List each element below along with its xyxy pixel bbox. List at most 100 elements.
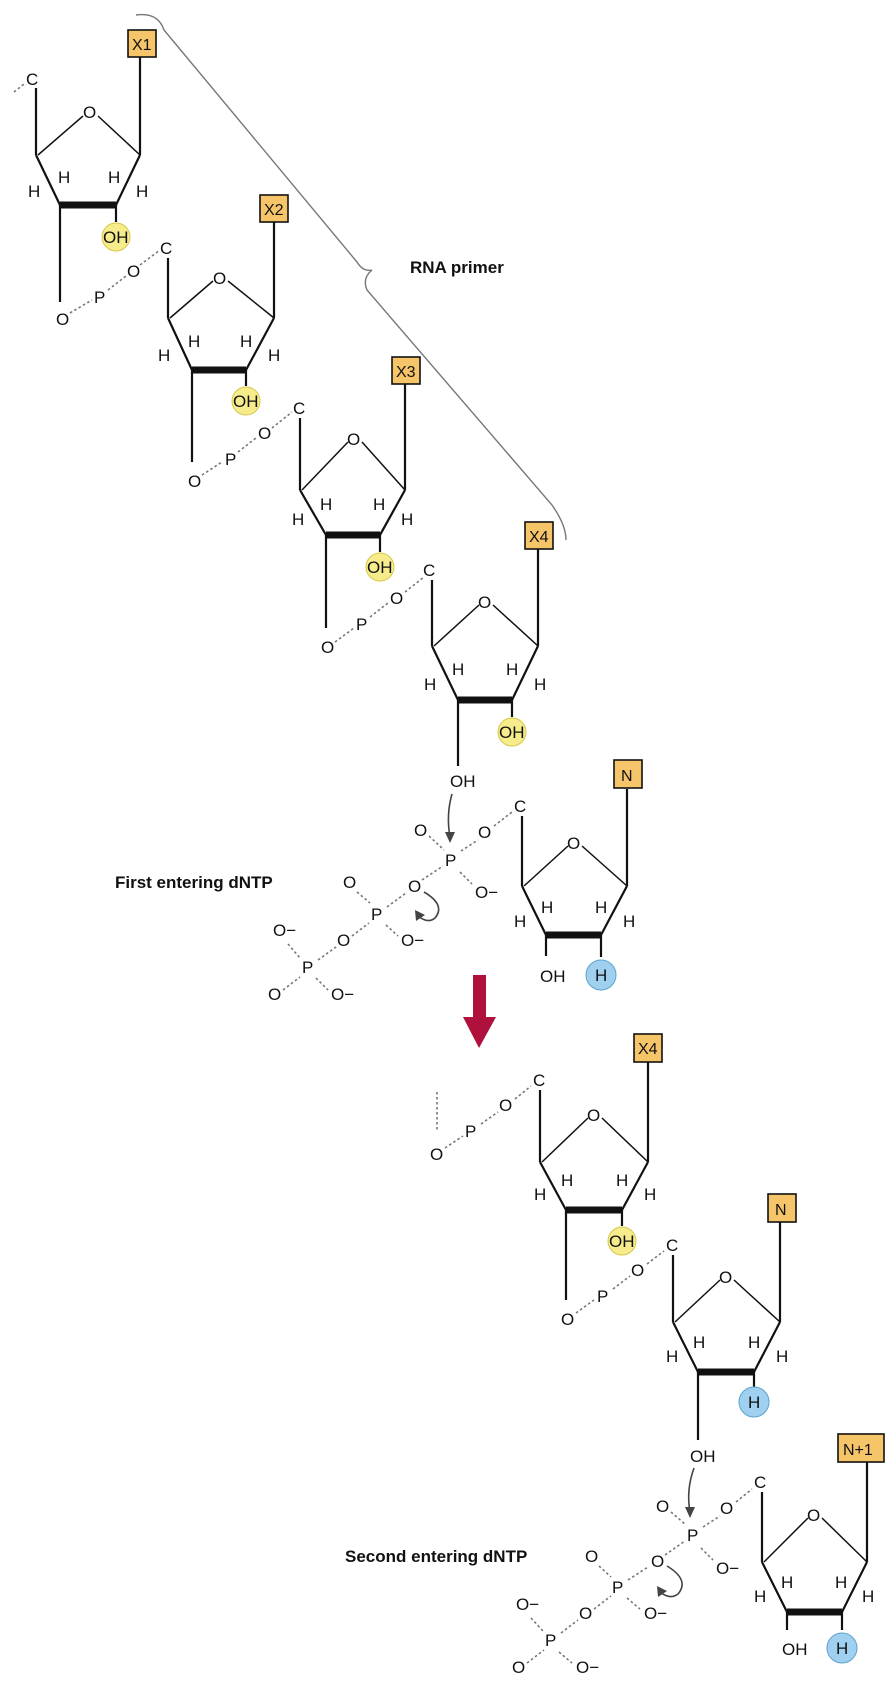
oxygen: O	[321, 638, 334, 657]
base-x1-label: X1	[132, 37, 152, 54]
hydrogen: H	[781, 1573, 793, 1592]
o-minus: O−	[475, 883, 498, 902]
reaction-arrow-head	[463, 1017, 496, 1048]
ring-bond	[361, 441, 406, 491]
oxygen: O	[651, 1552, 664, 1571]
product-nucleotide-n: C O H H H H H OH N	[666, 1193, 797, 1466]
backbone-dots	[139, 249, 161, 266]
base-x4-box	[524, 521, 554, 550]
reaction-arrow-shaft	[473, 975, 486, 1019]
ring-bond	[581, 845, 628, 887]
ring-oxygen: O	[719, 1268, 732, 1287]
oxygen: O	[408, 877, 421, 896]
base-x4-product-label: X4	[638, 1041, 658, 1058]
phosphorus: P	[465, 1122, 476, 1141]
ring-bond	[433, 604, 480, 647]
hydrogen: H	[158, 346, 170, 365]
backbone-dots	[480, 1111, 499, 1125]
backbone-dots	[514, 1085, 532, 1100]
ribose-2-oh: OH	[233, 392, 259, 411]
ring-oxygen: O	[347, 430, 360, 449]
ring-bond	[37, 115, 84, 156]
ring-oxygen: O	[478, 593, 491, 612]
backbone-dots	[404, 576, 425, 593]
backbone-dots	[315, 977, 329, 991]
ribose-2-oh-highlight	[101, 222, 131, 252]
ring-bond	[672, 1321, 699, 1373]
phosphorus: P	[687, 1526, 698, 1545]
double-bond-dots	[526, 1649, 545, 1664]
hydrogen: H	[58, 168, 70, 187]
ring-bond	[733, 1279, 781, 1323]
attack-arrowhead	[685, 1507, 695, 1518]
c5-carbon: C	[514, 797, 526, 816]
ribose-2-oh-highlight	[365, 552, 395, 582]
ring-bond	[541, 1117, 589, 1163]
oxygen: O	[512, 1658, 525, 1677]
hydrogen: H	[320, 495, 332, 514]
ribose-2-oh-highlight	[497, 717, 527, 747]
ribose-2-oh: OH	[499, 723, 525, 742]
backbone-dots	[626, 1597, 641, 1610]
hydrogen: H	[268, 346, 280, 365]
phosphorus: P	[597, 1287, 608, 1306]
backbone-dots	[351, 922, 370, 937]
leaving-arrowhead	[657, 1586, 667, 1597]
three-prime-oh: OH	[782, 1640, 808, 1659]
o-minus: O−	[331, 985, 354, 1004]
backbone-dots	[612, 1275, 631, 1290]
hydrogen: H	[136, 182, 148, 201]
second-dntp-label: Second entering dNTP	[345, 1547, 527, 1566]
hydrogen: H	[424, 675, 436, 694]
backbone-dots	[421, 865, 444, 881]
base-n1-box	[837, 1433, 885, 1463]
backbone-dots	[386, 892, 407, 908]
o-minus: O−	[401, 931, 424, 950]
reaction-arrow	[463, 975, 496, 1048]
double-bond-dots	[356, 891, 371, 904]
three-prime-oh: OH	[690, 1447, 716, 1466]
nucleotide-x3: C O H H H H OH O P O X3	[292, 356, 425, 657]
c5-carbon: C	[533, 1071, 545, 1090]
backbone-dots	[700, 1547, 714, 1561]
oxygen: O	[579, 1604, 592, 1623]
ring-bond	[167, 317, 193, 371]
oxygen: O	[268, 985, 281, 1004]
phosphorus: P	[302, 958, 313, 977]
ring-bond	[115, 154, 141, 206]
hydrogen: H	[666, 1347, 678, 1366]
product-nucleotide-x4: O P O C O H H H H OH O P O X4	[430, 1033, 665, 1329]
hydrogen: H	[108, 168, 120, 187]
backbone-dots	[702, 1515, 721, 1528]
double-bond-dots	[428, 835, 445, 851]
oxygen: O	[343, 873, 356, 892]
first-entering-dntp: First entering dNTP O P O O− O O P O− O …	[115, 759, 643, 1004]
ring-bond	[674, 1279, 721, 1323]
base-x3-label: X3	[396, 364, 416, 381]
o-minus: O−	[516, 1595, 539, 1614]
nucleotide-x4: C O H H H H OH OH X4	[423, 521, 554, 791]
c5-carbon: C	[160, 239, 172, 258]
phosphorus: P	[445, 851, 456, 870]
backbone-dots	[459, 871, 473, 885]
ring-bond	[600, 885, 628, 936]
deoxy-h-highlight	[585, 959, 617, 991]
hydrogen: H	[748, 1333, 760, 1352]
first-dntp-label: First entering dNTP	[115, 873, 273, 892]
ring-bond	[245, 317, 275, 371]
deoxy-h-highlight	[738, 1386, 770, 1418]
leaving-arrow	[659, 1565, 683, 1598]
hydrogen: H	[835, 1573, 847, 1592]
backbone-dots	[444, 1135, 464, 1149]
backbone-dots	[558, 1651, 573, 1664]
base-x3-box	[391, 356, 421, 385]
ring-bond	[299, 489, 327, 536]
backbone-dots	[369, 602, 389, 618]
c5-carbon: C	[26, 70, 38, 89]
deoxy-h-highlight	[826, 1632, 858, 1664]
ring-bond	[621, 1161, 649, 1211]
c5-carbon: C	[423, 561, 435, 580]
ring-oxygen: O	[807, 1506, 820, 1525]
hydrogen: H	[561, 1171, 573, 1190]
backbone-dots	[271, 411, 293, 429]
